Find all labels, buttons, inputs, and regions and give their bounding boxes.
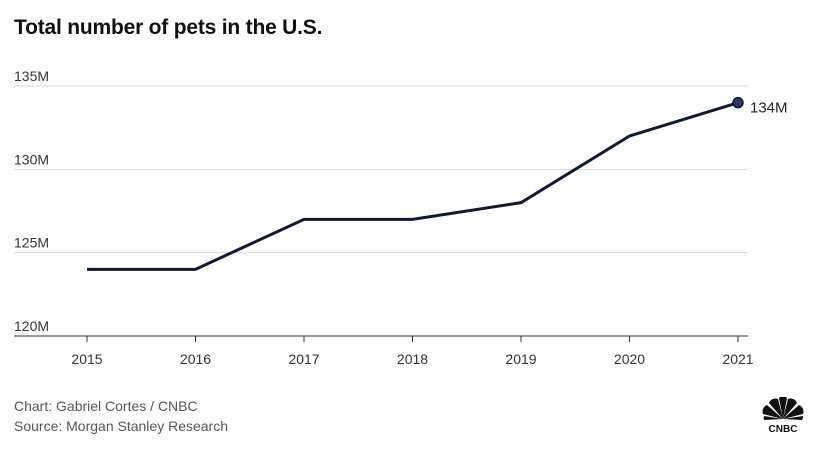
data-labels: 134M — [750, 100, 788, 117]
y-tick-label: 130M — [14, 151, 49, 167]
x-tick-label: 2018 — [397, 351, 428, 367]
end-value-label: 134M — [750, 100, 788, 117]
cnbc-peacock-logo-icon: CNBC — [762, 397, 804, 435]
y-tick-label: 120M — [14, 318, 49, 334]
end-point-marker — [732, 96, 744, 109]
y-tick-label: 135M — [14, 68, 49, 84]
gridlines — [14, 85, 748, 254]
chart-source: Source: Morgan Stanley Research — [14, 418, 228, 434]
series — [87, 96, 744, 271]
x-tick-label: 2020 — [614, 351, 645, 367]
chart-footer: Chart: Gabriel Cortes / CNBC Source: Mor… — [14, 396, 228, 436]
series-line — [87, 101, 739, 271]
x-axis: 2015 2016 2017 2018 2019 2020 2021 — [14, 335, 754, 367]
x-tick-label: 2016 — [180, 351, 211, 367]
logo-text: CNBC — [769, 424, 798, 435]
y-axis-tick-labels: 120M 125M 130M 135M — [14, 68, 49, 334]
y-tick-label: 125M — [14, 235, 49, 251]
chart-title: Total number of pets in the U.S. — [14, 16, 323, 39]
x-tick-label: 2019 — [505, 351, 536, 367]
x-tick-label: 2017 — [288, 351, 319, 367]
x-tick-label: 2021 — [722, 351, 753, 367]
x-tick-label: 2015 — [71, 351, 102, 367]
chart-credit: Chart: Gabriel Cortes / CNBC — [14, 398, 198, 414]
